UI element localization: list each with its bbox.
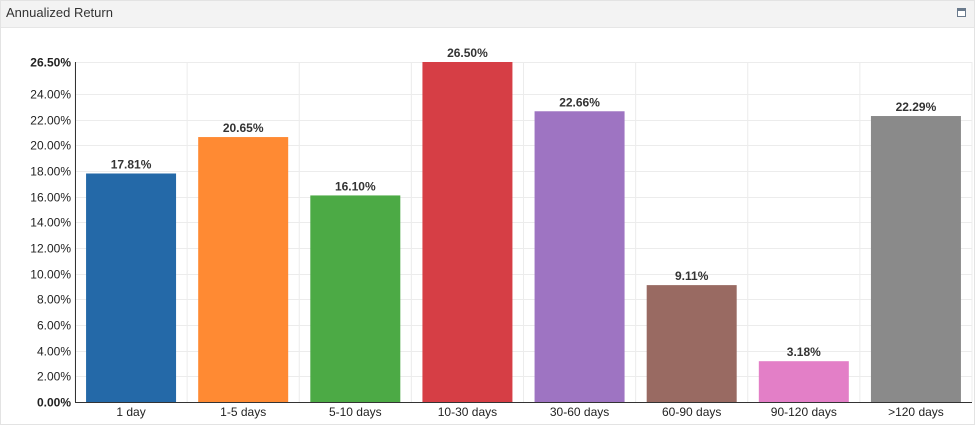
x-tick-label: 30-60 days xyxy=(550,405,609,419)
y-tick-label: 0.00% xyxy=(37,396,71,410)
x-tick-label: 5-10 days xyxy=(329,405,382,419)
data-label: 20.65% xyxy=(223,121,264,135)
bar-chart: 0.00% 2.00% 4.00% 6.00% 8.00% 10.00% 12.00% 14.… xyxy=(30,46,973,419)
y-tick-label: 14.00% xyxy=(30,216,71,230)
y-tick-label: 26.50% xyxy=(30,56,71,70)
x-tick-label: >120 days xyxy=(888,405,944,419)
x-tick-label: 1-5 days xyxy=(220,405,266,419)
y-tick-label: 4.00% xyxy=(37,345,71,359)
bar-60-90-days xyxy=(646,285,737,402)
data-label: 22.66% xyxy=(559,95,600,109)
data-label: 22.29% xyxy=(896,100,937,114)
maximize-icon[interactable] xyxy=(957,8,966,17)
bar-1-5-days xyxy=(198,137,289,402)
x-tick-label: 1 day xyxy=(116,405,145,419)
bar-120-days xyxy=(870,116,961,403)
y-tick-label: 2.00% xyxy=(37,370,71,384)
panel-title: Annualized Return xyxy=(6,5,113,20)
data-label: 17.81% xyxy=(111,157,152,171)
y-tick-label: 20.00% xyxy=(30,139,71,153)
y-tick-label: 18.00% xyxy=(30,165,71,179)
bar-90-120-days xyxy=(758,361,849,402)
panel-header: Annualized Return xyxy=(1,1,974,28)
y-tick-label: 8.00% xyxy=(37,293,71,307)
x-tick-label: 90-120 days xyxy=(771,405,837,419)
y-tick-label: 10.00% xyxy=(30,268,71,282)
y-tick-label: 12.00% xyxy=(30,242,71,256)
bar-1-day xyxy=(86,173,177,402)
y-tick-label: 6.00% xyxy=(37,319,71,333)
bar-10-30-days xyxy=(422,62,513,402)
data-label: 9.11% xyxy=(675,269,709,283)
y-tick-label: 22.00% xyxy=(30,114,71,128)
y-tick-label: 24.00% xyxy=(30,88,71,102)
data-label: 26.50% xyxy=(447,46,488,60)
data-label: 16.10% xyxy=(335,179,376,193)
x-tick-label: 60-90 days xyxy=(662,405,721,419)
y-tick-label: 16.00% xyxy=(30,191,71,205)
x-tick-label: 10-30 days xyxy=(438,405,497,419)
bar-30-60-days xyxy=(534,111,625,403)
data-label: 3.18% xyxy=(787,345,821,359)
bar-5-10-days xyxy=(310,195,401,402)
